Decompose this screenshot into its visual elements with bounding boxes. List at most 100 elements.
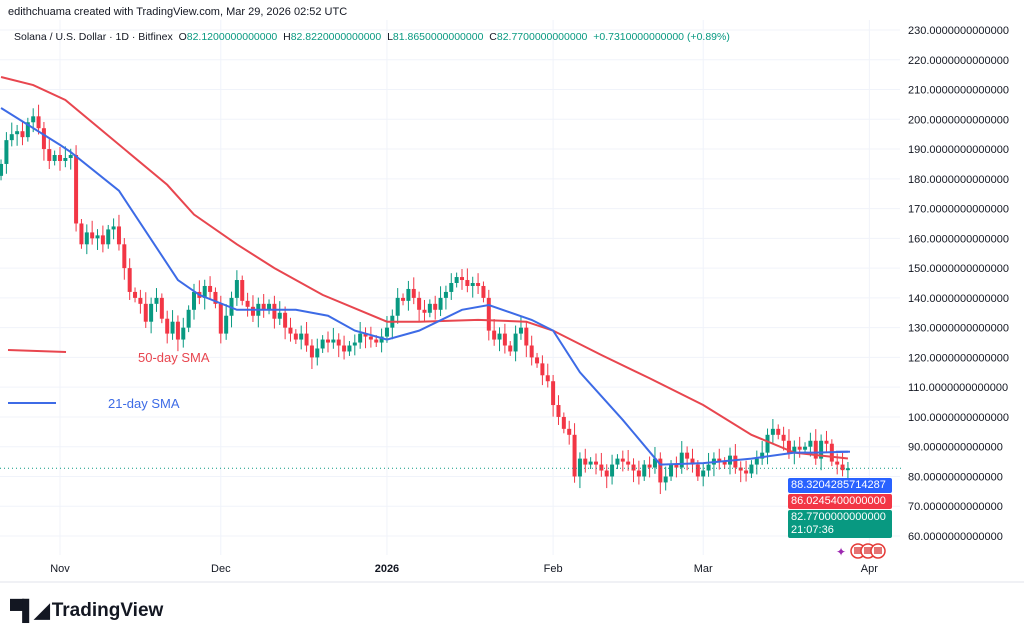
candle bbox=[679, 441, 684, 474]
price-chart[interactable]: 230.0000000000000 220.0000000000000 210.00… bbox=[0, 0, 1024, 590]
candle bbox=[63, 146, 68, 168]
candle bbox=[299, 325, 304, 350]
symbol-title[interactable]: Solana / U.S. Dollar · 1D · Bitfinex bbox=[14, 31, 173, 43]
candle bbox=[116, 214, 121, 251]
candle-body bbox=[567, 428, 572, 435]
candle bbox=[556, 395, 561, 425]
candle bbox=[840, 452, 845, 477]
candle-body bbox=[347, 345, 352, 352]
candle-body bbox=[679, 452, 684, 468]
candle bbox=[197, 280, 202, 305]
candle bbox=[460, 269, 464, 290]
candle-body bbox=[486, 297, 491, 331]
candle bbox=[529, 335, 534, 366]
candle-body bbox=[529, 345, 534, 358]
candle-body bbox=[803, 446, 808, 450]
bar-countdown: 21:07:36 bbox=[791, 524, 834, 536]
candle bbox=[143, 292, 148, 328]
low-value: 81.8650000000000 bbox=[392, 31, 484, 43]
low-label: L bbox=[387, 31, 393, 43]
candle bbox=[561, 412, 566, 434]
candle-body bbox=[41, 128, 46, 150]
candle bbox=[486, 289, 491, 341]
candle bbox=[690, 448, 695, 473]
candle-body bbox=[68, 155, 73, 158]
candle-body bbox=[363, 333, 368, 337]
candle-body bbox=[154, 297, 159, 304]
candle-body bbox=[261, 303, 266, 310]
candle bbox=[540, 355, 545, 386]
candle-body bbox=[122, 244, 127, 269]
symbol-legend: Solana / U.S. Dollar · 1D · Bitfinex O82… bbox=[14, 31, 730, 43]
candle bbox=[781, 426, 786, 451]
candle bbox=[36, 104, 41, 135]
candle-body bbox=[272, 303, 277, 319]
candle bbox=[277, 301, 282, 325]
candle bbox=[454, 272, 459, 288]
candle bbox=[497, 327, 502, 352]
candle bbox=[138, 289, 143, 314]
candle-body bbox=[572, 434, 577, 477]
candle bbox=[502, 323, 507, 354]
candle-body bbox=[250, 306, 255, 316]
close-label: C bbox=[489, 31, 497, 43]
candle-body bbox=[631, 464, 636, 471]
candle bbox=[492, 319, 497, 346]
candle bbox=[122, 238, 127, 280]
candle-body bbox=[610, 464, 615, 477]
candle-body bbox=[379, 336, 384, 343]
candle bbox=[508, 341, 513, 356]
y-tick-label: 190.0000000000000 bbox=[908, 144, 1009, 156]
candle bbox=[384, 316, 389, 343]
candle bbox=[417, 291, 422, 322]
candle-body bbox=[535, 357, 540, 364]
last-price: 82.7700000000000 bbox=[791, 511, 886, 523]
y-tick-label: 160.0000000000000 bbox=[908, 233, 1009, 245]
candle bbox=[309, 339, 314, 370]
candle-body bbox=[192, 291, 196, 310]
candle bbox=[674, 456, 679, 478]
candle-body bbox=[133, 291, 138, 298]
tradingview-logo[interactable]: ▀▌◢ TradingView bbox=[10, 598, 163, 623]
open-label: O bbox=[178, 31, 187, 43]
candle-body bbox=[588, 461, 593, 465]
candle bbox=[331, 327, 336, 349]
candle-body bbox=[368, 336, 373, 340]
candle-body bbox=[845, 468, 850, 471]
candle-body bbox=[454, 277, 459, 284]
candle bbox=[701, 462, 706, 487]
candle-body bbox=[165, 318, 170, 334]
candle-body bbox=[202, 285, 207, 298]
candle bbox=[25, 117, 30, 142]
candle-body bbox=[9, 134, 14, 141]
candle-body bbox=[186, 309, 191, 328]
candle bbox=[577, 452, 582, 489]
y-tick-label: 230.0000000000000 bbox=[908, 25, 1009, 37]
candle-body bbox=[143, 303, 148, 322]
candle bbox=[685, 446, 690, 471]
x-tick-label: Apr bbox=[861, 563, 878, 575]
candle-body bbox=[277, 312, 282, 319]
candle-body bbox=[288, 327, 293, 334]
candle bbox=[208, 276, 213, 300]
candle-body bbox=[411, 288, 416, 298]
flag-fill bbox=[874, 547, 882, 554]
candle-body bbox=[460, 277, 464, 281]
candle bbox=[224, 304, 229, 340]
candle-body bbox=[647, 464, 652, 468]
candle-body bbox=[685, 452, 690, 459]
candle bbox=[202, 279, 207, 310]
candle-body bbox=[234, 280, 239, 298]
candle-body bbox=[309, 345, 314, 358]
candle bbox=[422, 299, 427, 321]
candle bbox=[186, 305, 191, 333]
economic-events-icon[interactable]: ✦ bbox=[836, 543, 886, 559]
candle bbox=[347, 341, 352, 356]
change-value: +0.7310000000000 (+0.89%) bbox=[593, 31, 730, 43]
candle-body bbox=[760, 452, 765, 459]
candle bbox=[149, 297, 154, 334]
candle bbox=[368, 326, 373, 348]
candle-body bbox=[181, 327, 186, 340]
candle-body bbox=[79, 223, 84, 245]
candle-body bbox=[326, 339, 330, 343]
